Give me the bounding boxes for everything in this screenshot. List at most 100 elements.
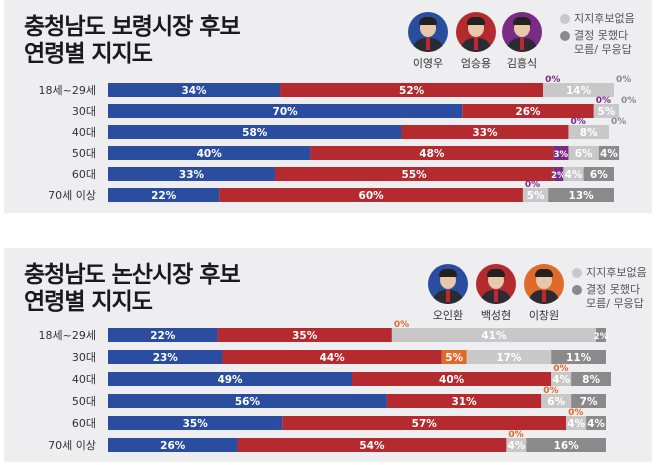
data-label: 33% bbox=[472, 127, 498, 139]
data-label: 6% bbox=[575, 148, 593, 160]
bar-segment bbox=[217, 328, 392, 342]
data-label: 6% bbox=[590, 169, 608, 181]
data-label: 49% bbox=[217, 374, 243, 386]
data-label: 0% bbox=[611, 117, 626, 127]
nonsan-chart-panel: 18세~29세 22% 35% 0% 41% 2% 30대 23% 44% 5% 17% 11% 40대… bbox=[4, 248, 652, 462]
data-label: 0% bbox=[596, 96, 611, 106]
bar-segment bbox=[401, 125, 569, 139]
data-label: 4% bbox=[565, 169, 583, 181]
data-label: 33% bbox=[179, 169, 205, 181]
data-label: 26% bbox=[515, 106, 541, 118]
data-label: 55% bbox=[402, 169, 428, 181]
legend-no-candidate-label: 지지후보없음 bbox=[586, 266, 647, 279]
candidate-2-name: 백성현 bbox=[480, 309, 512, 322]
data-label: 4% bbox=[552, 374, 570, 386]
legend-no-candidate: 지지후보없음 bbox=[572, 266, 647, 280]
bar-segment bbox=[108, 188, 220, 202]
boryeong-stacked-bar-chart: 18세~29세 34% 52%0%14%0%30대 70% 26%0%5%0%40대 58… bbox=[39, 75, 636, 202]
bar-segment bbox=[108, 125, 402, 139]
data-label: 26% bbox=[160, 440, 186, 452]
data-label: 0% bbox=[525, 180, 540, 190]
candidate-3-photo-icon bbox=[524, 264, 564, 304]
chart-title-line-1: 충청남도 논산시장 후보 bbox=[24, 262, 241, 288]
candidate-3-nonsan: 이창원 bbox=[516, 264, 572, 323]
candidate-2-nonsan: 백성현 bbox=[468, 264, 524, 323]
bar-segment bbox=[352, 372, 552, 386]
candidate-1-boryeong: 이영우 bbox=[400, 12, 456, 71]
bar-segment bbox=[108, 372, 353, 386]
data-label: 52% bbox=[399, 85, 425, 97]
candidate-2-photo-icon bbox=[476, 264, 516, 304]
bar-segment bbox=[568, 125, 609, 139]
data-label: 14% bbox=[566, 85, 592, 97]
data-label: 31% bbox=[451, 396, 477, 408]
legend-undecided-label: 결정 못했다 모름/ 무응답 bbox=[586, 283, 644, 310]
data-label: 0% bbox=[621, 96, 636, 106]
row-label: 60대 bbox=[72, 168, 96, 181]
row-label: 50대 bbox=[72, 395, 96, 408]
bar-segment bbox=[108, 83, 281, 97]
data-label: 35% bbox=[292, 330, 318, 342]
chart-title-line-2: 연령별 지지도 bbox=[24, 289, 153, 315]
row-label: 40대 bbox=[72, 126, 96, 139]
chart-title-line-1: 충청남도 보령시장 후보 bbox=[24, 14, 241, 40]
bar-segment bbox=[553, 167, 564, 181]
data-label: 22% bbox=[151, 190, 177, 202]
data-label: 54% bbox=[359, 440, 385, 452]
data-label: 5% bbox=[597, 106, 615, 118]
data-label: 5% bbox=[527, 190, 545, 202]
bar-segment bbox=[108, 438, 238, 452]
bar-segment bbox=[522, 188, 549, 202]
legend-undecided-dot-icon bbox=[560, 31, 570, 41]
bar-segment bbox=[237, 438, 507, 452]
candidate-3-name: 김흥식 bbox=[506, 57, 538, 70]
data-label: 60% bbox=[359, 190, 385, 202]
bar-segment bbox=[108, 416, 283, 430]
bar-segment bbox=[386, 394, 542, 408]
nonsan-legend: 지지후보없음 결정 못했다 모름/ 무응답 bbox=[572, 266, 647, 311]
bar-segment bbox=[598, 146, 620, 160]
bar-segment bbox=[108, 104, 463, 118]
legend-no-candidate-dot-icon bbox=[572, 268, 582, 278]
bar-segment bbox=[274, 167, 554, 181]
candidate-1-nonsan: 오인환 bbox=[420, 264, 476, 323]
data-label: 40% bbox=[439, 374, 465, 386]
data-label: 2% bbox=[551, 171, 566, 181]
bar-segment bbox=[563, 167, 584, 181]
bar-segment bbox=[568, 146, 599, 160]
data-label: 35% bbox=[183, 418, 209, 430]
legend-undecided: 결정 못했다 모름/ 무응답 bbox=[572, 283, 647, 311]
legend-no-candidate-label: 지지후보없음 bbox=[574, 12, 635, 25]
data-label: 4% bbox=[567, 418, 585, 430]
bar-segment bbox=[108, 146, 311, 160]
data-label: 44% bbox=[320, 352, 346, 364]
bar-segment bbox=[506, 438, 527, 452]
bar-segment bbox=[571, 394, 606, 408]
bar-segment bbox=[391, 328, 597, 342]
row-label: 60대 bbox=[72, 417, 96, 430]
candidate-2-photo-icon bbox=[456, 12, 496, 52]
bar-segment bbox=[108, 167, 275, 181]
bar-segment bbox=[571, 372, 611, 386]
bar-segment bbox=[108, 328, 218, 342]
data-label: 3% bbox=[554, 150, 569, 160]
bar-segment bbox=[462, 104, 594, 118]
data-label: 58% bbox=[242, 127, 268, 139]
data-label: 0% bbox=[543, 386, 558, 396]
data-label: 4% bbox=[507, 440, 525, 452]
data-label: 13% bbox=[569, 190, 595, 202]
candidate-1-name: 오인환 bbox=[432, 309, 464, 322]
bar-segment bbox=[222, 350, 442, 364]
row-label: 50대 bbox=[72, 147, 96, 160]
data-label: 0% bbox=[553, 364, 568, 374]
data-label: 34% bbox=[181, 85, 207, 97]
bar-segment bbox=[553, 146, 569, 160]
bar-segment bbox=[466, 350, 552, 364]
row-label: 18세~29세 bbox=[39, 84, 96, 97]
candidate-1-photo-icon bbox=[428, 264, 468, 304]
boryeong-legend: 지지후보없음 결정 못했다 모름/ 무응답 bbox=[560, 12, 635, 57]
bar-segment bbox=[541, 394, 572, 408]
candidate-1-name: 이영우 bbox=[412, 57, 444, 70]
data-label: 8% bbox=[580, 127, 598, 139]
data-label: 4% bbox=[587, 418, 605, 430]
